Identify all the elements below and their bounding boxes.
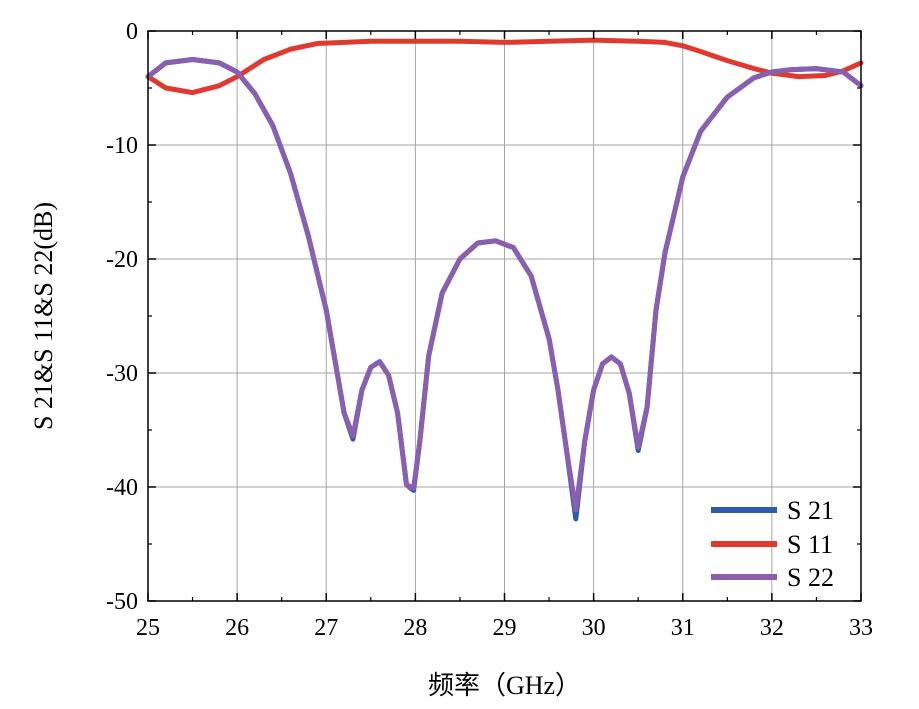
y-tick-label: -40 <box>106 475 138 501</box>
x-axis-title: 频率（GHz） <box>428 671 581 700</box>
x-tick-label: 28 <box>403 615 427 641</box>
legend-label-s22: S 22 <box>787 563 834 592</box>
series-line-s22 <box>145 57 864 513</box>
x-tick-label: 29 <box>493 615 517 641</box>
y-tick-label: 0 <box>126 19 138 45</box>
x-tick-label: 31 <box>671 615 695 641</box>
x-tick-labels: 25 26 27 28 29 30 31 32 33 <box>136 615 873 641</box>
y-tick-label: -30 <box>106 361 138 387</box>
y-tick-labels: 0 -10 -20 -30 -40 -50 <box>106 19 138 615</box>
x-tick-label: 25 <box>136 615 160 641</box>
grid-lines <box>148 31 861 601</box>
legend: S 21 S 11 S 22 <box>711 496 834 592</box>
y-tick-label: -20 <box>106 247 138 273</box>
x-tick-label: 30 <box>582 615 606 641</box>
legend-label-s21: S 21 <box>787 496 834 525</box>
y-tick-label: -50 <box>106 589 138 615</box>
series-layer <box>145 37 864 522</box>
x-tick-label: 33 <box>849 615 873 641</box>
x-tick-label: 27 <box>314 615 338 641</box>
axis-ticks <box>147 30 862 602</box>
x-tick-label: 26 <box>225 615 249 641</box>
legend-label-s11: S 11 <box>787 530 833 559</box>
y-axis-title: S 21&S 11&S 22(dB) <box>29 202 58 430</box>
y-tick-label: -10 <box>106 133 138 159</box>
x-tick-label: 32 <box>760 615 784 641</box>
